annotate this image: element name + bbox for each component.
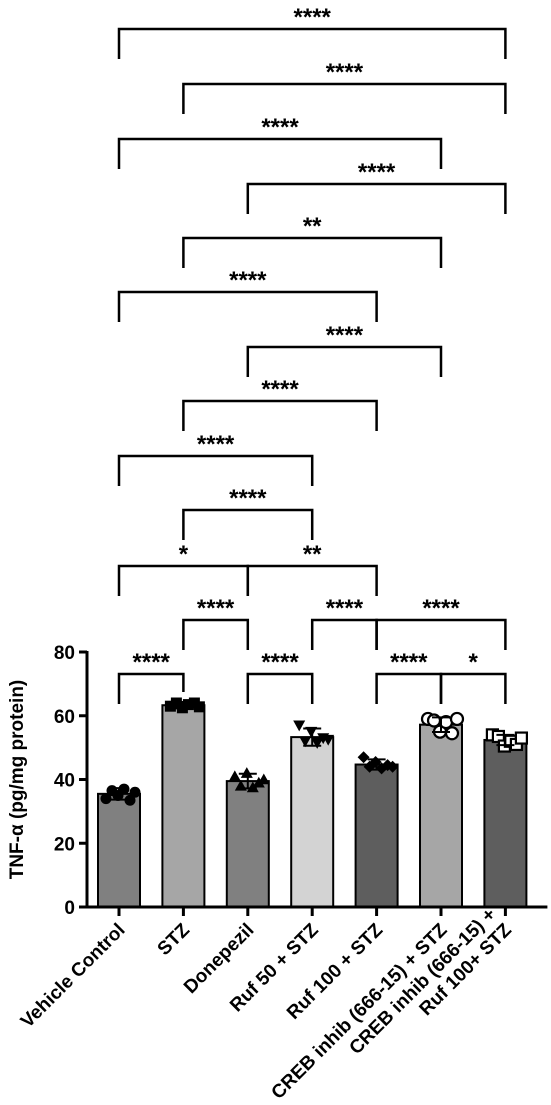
- significance-label-3: ****: [358, 159, 396, 186]
- significance-brackets: *************************************** *…: [117, 4, 507, 704]
- bracket-2: [117, 137, 443, 169]
- significance-label-10: *: [179, 541, 189, 568]
- significance-label-17: ****: [390, 649, 428, 676]
- significance-label-13: ****: [326, 595, 364, 622]
- significance-label-18: *: [469, 649, 479, 676]
- y-tick-label-0: 0: [64, 898, 75, 919]
- bar-5: [419, 723, 463, 908]
- significance-label-12: ****: [197, 595, 235, 622]
- bar-6: [483, 738, 528, 908]
- bracket-12: [182, 618, 250, 650]
- bracket-13: [310, 618, 378, 650]
- significance-label-15: ****: [133, 649, 171, 676]
- significance-label-7: ****: [261, 376, 299, 403]
- axes: 0 20 40 60 80 TNF-α (pg/mg protein): [7, 643, 548, 919]
- data-point-3-1: [299, 736, 312, 748]
- bracket-8: [117, 454, 314, 486]
- bracket-17: [375, 672, 443, 704]
- data-point-1-5: [193, 701, 205, 713]
- significance-label-5: ****: [229, 267, 267, 294]
- bracket-3: [246, 182, 507, 214]
- significance-label-0: ****: [294, 4, 332, 31]
- bracket-0: [117, 27, 507, 59]
- bar-4: [354, 763, 399, 908]
- significance-label-14: ****: [422, 595, 460, 622]
- category-label-1: STZ: [154, 919, 195, 960]
- data-point-5-1: [426, 713, 442, 728]
- data-point-2-5: [257, 773, 270, 785]
- bar-1: [161, 704, 206, 909]
- significance-label-9: ****: [229, 485, 267, 512]
- significance-label-4: **: [303, 213, 322, 240]
- bracket-9: [182, 508, 314, 540]
- category-label-1-line-0: STZ: [154, 919, 195, 960]
- significance-label-6: ****: [326, 322, 364, 349]
- bars: [97, 704, 528, 909]
- significance-label-1: ****: [326, 59, 364, 86]
- bar-3: [290, 736, 335, 909]
- data-point-3-5: [322, 734, 335, 746]
- bracket-1: [182, 82, 507, 114]
- data-point-0-4: [124, 794, 136, 806]
- data-point-4-5: [386, 760, 399, 773]
- data-point-5-4: [444, 726, 460, 741]
- significance-label-16: ****: [261, 649, 299, 676]
- data-point-1-0: [164, 700, 176, 712]
- error-bars: [110, 701, 515, 801]
- bracket-16: [246, 672, 314, 704]
- data-point-4-0: [357, 751, 370, 764]
- bracket-6: [246, 345, 443, 377]
- data-point-6-5: [514, 731, 529, 745]
- bar-0: [97, 792, 141, 908]
- bracket-15: [117, 672, 185, 704]
- data-point-2-2: [240, 767, 253, 778]
- bracket-5: [117, 290, 378, 322]
- bracket-14: [375, 618, 507, 650]
- data-point-1-3: [182, 699, 194, 711]
- data-point-2-0: [228, 770, 241, 782]
- bracket-18: [439, 672, 507, 704]
- data-point-3-3: [311, 738, 324, 749]
- y-tick-label-20: 20: [54, 834, 75, 855]
- y-tick-label-40: 40: [54, 771, 75, 792]
- data-point-3-0: [293, 720, 306, 732]
- y-tick-label-80: 80: [54, 643, 75, 664]
- data-point-2-4: [252, 776, 265, 788]
- data-point-5-5: [449, 711, 465, 727]
- y-axis-title: TNF-α (pg/mg protein): [7, 680, 28, 880]
- bracket-10: [117, 564, 250, 596]
- category-label-0: Vehicle Control: [17, 920, 130, 1033]
- significance-label-8: ****: [197, 431, 235, 458]
- y-tick-label-60: 60: [54, 707, 75, 728]
- significance-label-11: **: [303, 541, 322, 568]
- significance-label-2: ****: [261, 114, 299, 141]
- bracket-11: [246, 564, 378, 596]
- data-point-2-3: [246, 781, 259, 793]
- data-point-0-5: [129, 786, 141, 798]
- bar-2: [225, 780, 270, 908]
- bracket-7: [182, 399, 378, 431]
- data-point-0-0: [100, 793, 112, 805]
- category-label-0-line-0: Vehicle Control: [17, 920, 130, 1033]
- bracket-4: [182, 236, 443, 268]
